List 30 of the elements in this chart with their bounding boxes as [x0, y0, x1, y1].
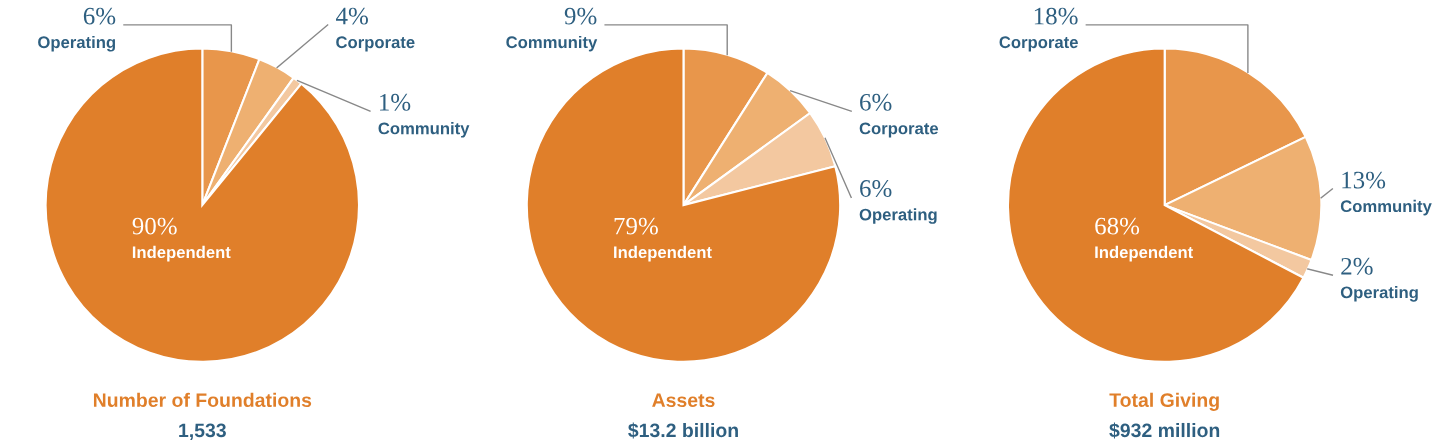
slice-label: Independent [132, 245, 231, 262]
slice-label: Independent [614, 245, 712, 262]
slice-label: Community [506, 35, 598, 52]
slice-label: Operating [859, 208, 937, 224]
data-label: 1% [380, 93, 411, 111]
slice-label: Corporate [336, 36, 415, 52]
data-label: 6% [83, 7, 116, 25]
slice-label: Corporate [859, 122, 939, 138]
text: Total Giving [1109, 392, 1219, 411]
text: Assets [652, 393, 715, 408]
slice-label: Community [1340, 199, 1432, 216]
text: 1,533 [179, 423, 226, 441]
data-label: 9% [564, 7, 597, 25]
data-label: 6% [860, 180, 892, 197]
text: Number of Foundations [93, 392, 312, 408]
data-label: 68% [1095, 217, 1140, 235]
slice-label: Operating [38, 35, 115, 52]
data-label: 90% [132, 217, 177, 235]
text: $13.2 billion [628, 422, 738, 439]
slice-label: Community [378, 122, 470, 138]
slice-label: Operating [1340, 286, 1418, 302]
data-label: 6% [860, 93, 892, 111]
data-label: 18% [1034, 7, 1078, 25]
text: $932 million [1109, 422, 1220, 439]
slice-label: Corporate [999, 36, 1078, 52]
data-label: 13% [1342, 171, 1386, 189]
data-label: 2% [1341, 257, 1373, 275]
data-label: 79% [614, 217, 658, 235]
slice-label: Independent [1095, 245, 1194, 262]
data-label: 4% [335, 7, 368, 25]
